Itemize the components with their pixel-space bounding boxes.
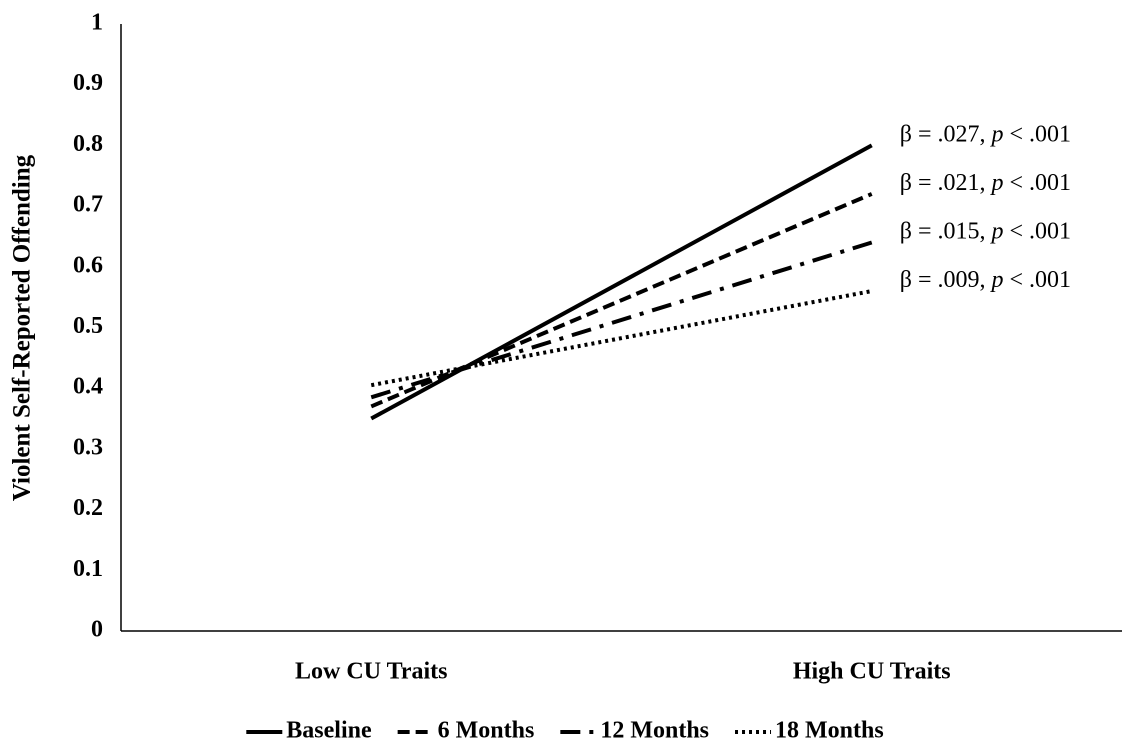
annotation: β = .015, p < .001	[900, 218, 1071, 244]
y-tick-label: 1	[91, 10, 103, 36]
annotation: β = .009, p < .001	[900, 267, 1071, 293]
legend-label: 18 Months	[775, 718, 884, 744]
annotation-part: β = .027,	[900, 121, 992, 147]
annotation-part: < .001	[1004, 218, 1072, 244]
series-line	[370, 143, 873, 421]
y-tick-label: 0	[91, 617, 103, 643]
y-tick-label: 0.8	[73, 131, 103, 157]
y-tick-label: 0.3	[73, 434, 103, 460]
y-tick-label: 0.2	[73, 495, 103, 521]
legend-label: 6 Months	[438, 718, 535, 744]
y-tick-label: 0.5	[73, 313, 103, 339]
legend-label: 12 Months	[600, 718, 709, 744]
annotation-part: p	[990, 218, 1004, 244]
y-tick-label: 0.9	[73, 70, 103, 96]
legend: Baseline 6 Months 12 Months 18 Months	[246, 718, 884, 744]
x-tick-label: Low CU Traits	[295, 659, 447, 685]
x-tick-label: High CU Traits	[793, 659, 951, 685]
series-line	[370, 192, 873, 409]
annotation: β = .021, p < .001	[900, 169, 1071, 195]
y-tick-label: 0.4	[73, 374, 103, 400]
annotation-part: < .001	[1004, 267, 1072, 293]
y-axis-title: Violent Self-Reported Offending	[9, 154, 36, 501]
annotation-part: < .001	[1004, 169, 1072, 195]
series-line	[370, 289, 873, 388]
y-tick-label: 0.1	[73, 556, 103, 582]
annotation: β = .027, p < .001	[900, 121, 1071, 147]
annotation-part: p	[990, 169, 1004, 195]
annotation-part: β = .015,	[900, 218, 992, 244]
y-tick-label: 0.6	[73, 252, 103, 278]
annotation-part: β = .009,	[900, 267, 992, 293]
annotation-part: < .001	[1004, 121, 1072, 147]
annotation-part: p	[990, 267, 1004, 293]
annotation-part: β = .021,	[900, 169, 992, 195]
annotation-part: p	[990, 121, 1004, 147]
y-tick-label: 0.7	[73, 192, 103, 218]
legend-label: Baseline	[286, 718, 372, 744]
